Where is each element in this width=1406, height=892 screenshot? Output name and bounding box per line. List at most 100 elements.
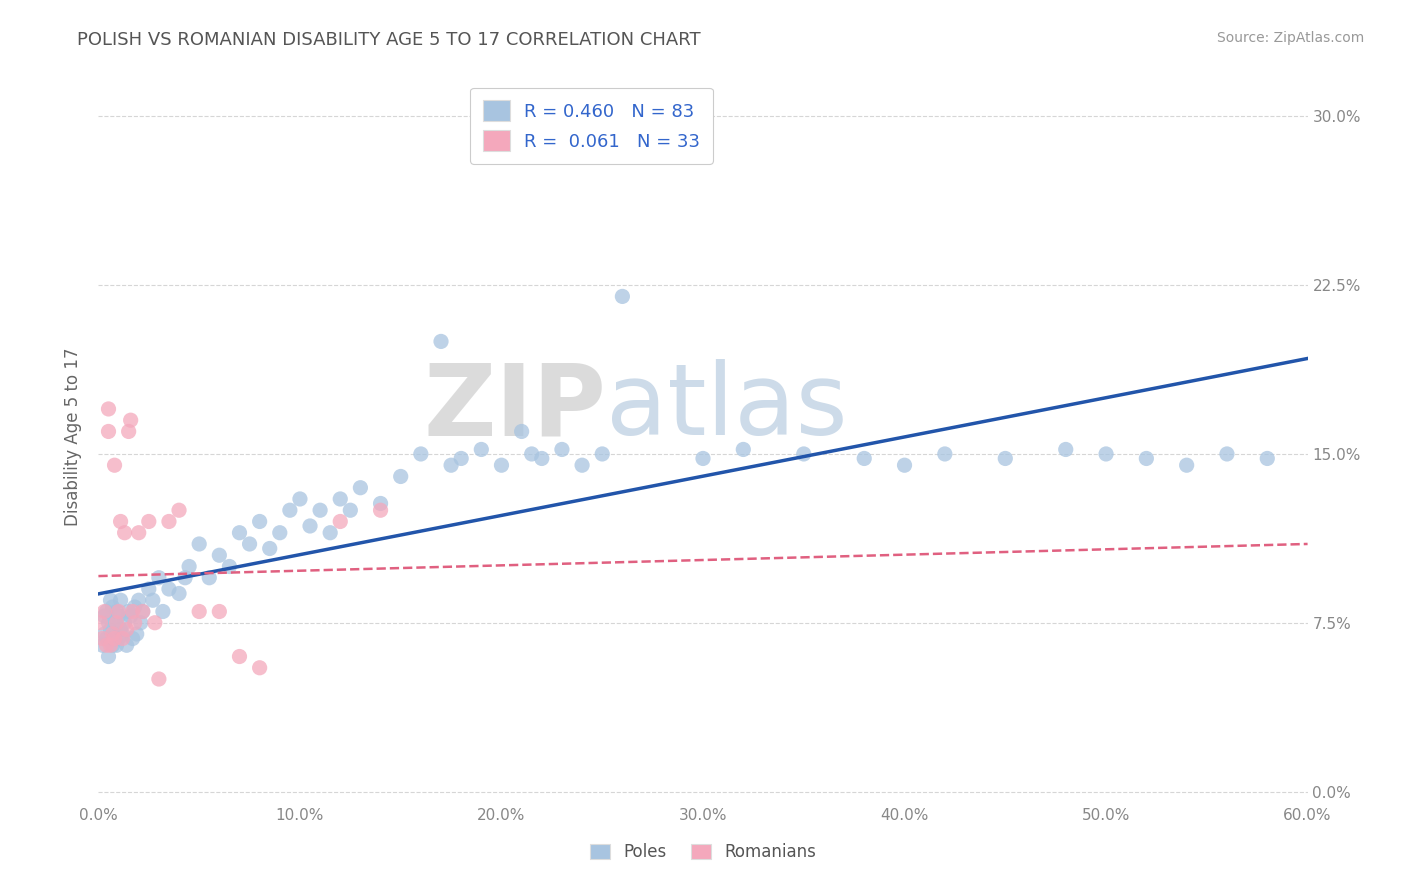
Point (97, 615, 120, 630)
Point (103, 615, 125, 630)
Point (103, 632, 125, 646)
Point (1175, 458, 1198, 473)
Point (96, 632, 118, 646)
Text: POLISH VS ROMANIAN DISABILITY AGE 5 TO 17 CORRELATION CHART: POLISH VS ROMANIAN DISABILITY AGE 5 TO 1… (77, 31, 702, 49)
Point (93, 627, 115, 641)
Point (96, 638, 118, 652)
Point (118, 605, 141, 619)
Point (591, 447, 613, 461)
Point (100, 638, 122, 652)
Point (208, 605, 231, 619)
Point (128, 593, 150, 607)
Point (101, 627, 124, 641)
Point (132, 605, 155, 619)
Point (138, 515, 160, 529)
Point (138, 582, 160, 596)
Point (101, 599, 124, 614)
Point (259, 541, 281, 556)
Point (111, 627, 134, 641)
Point (1256, 451, 1278, 466)
Point (329, 515, 352, 529)
Point (157, 515, 180, 529)
Point (120, 413, 142, 427)
Point (491, 458, 513, 473)
Point (101, 638, 124, 652)
Point (121, 632, 143, 646)
Point (228, 649, 250, 664)
Point (167, 503, 190, 517)
Point (142, 593, 165, 607)
Point (152, 605, 174, 619)
Point (440, 458, 463, 473)
Point (692, 451, 714, 466)
Point (349, 481, 371, 495)
Point (148, 672, 170, 686)
Point (120, 609, 142, 624)
Point (157, 582, 180, 596)
Text: atlas: atlas (606, 359, 848, 457)
Y-axis label: Disability Age 5 to 17: Disability Age 5 to 17 (65, 348, 83, 526)
Point (118, 425, 141, 439)
Point (994, 451, 1017, 466)
Point (520, 447, 543, 461)
Point (114, 615, 136, 630)
Point (124, 599, 146, 614)
Point (893, 458, 915, 473)
Point (339, 503, 361, 517)
Point (510, 425, 533, 439)
Point (91, 632, 114, 646)
Text: Source: ZipAtlas.com: Source: ZipAtlas.com (1216, 31, 1364, 45)
Point (111, 632, 134, 646)
Point (97, 401, 120, 416)
Point (278, 503, 301, 517)
Point (288, 491, 311, 506)
Point (132, 605, 155, 619)
Point (228, 525, 250, 540)
Point (188, 537, 211, 551)
Point (114, 525, 136, 540)
Point (100, 623, 122, 637)
Point (167, 586, 190, 600)
Point (571, 458, 593, 473)
Point (148, 571, 170, 585)
Point (115, 623, 138, 637)
Point (389, 469, 412, 483)
Point (853, 451, 876, 466)
Point (1216, 447, 1239, 461)
Point (93, 609, 115, 624)
Point (115, 638, 138, 652)
Point (107, 605, 129, 619)
Point (551, 442, 574, 457)
Point (100, 593, 122, 607)
Point (107, 632, 129, 646)
Point (530, 451, 553, 466)
Point (93, 605, 115, 619)
Point (105, 615, 128, 630)
Point (249, 661, 271, 675)
Point (97, 425, 120, 439)
Point (174, 571, 197, 585)
Point (143, 615, 166, 630)
Point (299, 519, 322, 533)
Point (125, 627, 148, 641)
Point (319, 525, 342, 540)
Point (208, 548, 231, 562)
Point (733, 442, 755, 457)
Point (793, 447, 815, 461)
Point (1135, 451, 1157, 466)
Point (91, 638, 114, 652)
Point (269, 525, 291, 540)
Point (96, 605, 118, 619)
Point (103, 627, 125, 641)
Point (470, 442, 492, 457)
Point (110, 515, 132, 529)
Point (218, 559, 240, 574)
Point (107, 609, 129, 624)
Point (249, 515, 271, 529)
Text: ZIP: ZIP (423, 359, 606, 457)
Point (97, 649, 120, 664)
Point (409, 447, 432, 461)
Point (309, 503, 332, 517)
Point (179, 559, 201, 574)
Point (370, 496, 392, 510)
